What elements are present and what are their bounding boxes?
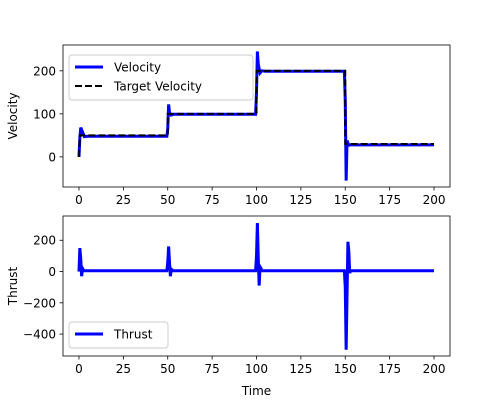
- velocity-legend-box: [68, 54, 254, 101]
- thrust-x-axis-label: Time: [241, 384, 271, 398]
- velocity-y-axis-label: Velocity: [6, 92, 20, 139]
- velocity-y-tick-label: 200: [33, 64, 56, 78]
- target-velocity-series-line: [77, 69, 435, 157]
- thrust-x-tick-label: 125: [289, 362, 312, 376]
- thrust-y-tick-label: −200: [23, 296, 56, 310]
- thrust-legend: Thrust: [68, 321, 169, 349]
- thrust-y-tick-label: 0: [48, 265, 56, 279]
- velocity-x-tick-label: 125: [289, 193, 312, 207]
- velocity-legend: Velocity Target Velocity: [68, 54, 254, 101]
- thrust-x-tick-label: 25: [116, 362, 131, 376]
- velocity-x-tick-label: 25: [116, 193, 131, 207]
- velocity-y-tick-label: 100: [33, 107, 56, 121]
- velocity-x-tick-label: 175: [378, 193, 401, 207]
- thrust-x-tick-label: 200: [423, 362, 446, 376]
- thrust-plot-area: [77, 222, 435, 350]
- velocity-legend-label: Velocity: [114, 61, 161, 75]
- thrust-legend-box: [68, 321, 169, 349]
- velocity-y-tick-label: 0: [48, 150, 56, 164]
- thrust-x-tick-label: 50: [160, 362, 175, 376]
- velocity-x-tick-label: 150: [334, 193, 357, 207]
- velocity-x-tick-label: 0: [75, 193, 83, 207]
- thrust-panel: 0 25 50 75 100 125 150 175 200 −400 −200 0 200 Thrust…: [6, 215, 451, 398]
- thrust-x-tick-label: 75: [204, 362, 219, 376]
- velocity-x-tick-label: 200: [423, 193, 446, 207]
- velocity-plot-area: [77, 51, 435, 181]
- target-velocity-legend-label: Target Velocity: [113, 80, 202, 94]
- thrust-x-tick-label: 175: [378, 362, 401, 376]
- velocity-x-tick-label: 50: [160, 193, 175, 207]
- velocity-x-tick-label: 100: [245, 193, 268, 207]
- velocity-panel: 0 25 50 75 100 125 150 175 2000100200VelocityVel…: [6, 44, 451, 207]
- thrust-legend-label: Thrust: [113, 328, 153, 342]
- velocity-x-tick-label: 75: [204, 193, 219, 207]
- thrust-y-axis-label: Thrust: [6, 266, 20, 306]
- thrust-x-tick-label: 0: [75, 362, 83, 376]
- thrust-y-tick-label: 200: [33, 234, 56, 248]
- thrust-y-tick-label: −400: [23, 328, 56, 342]
- thrust-x-tick-label: 100: [245, 362, 268, 376]
- thrust-series-line: [77, 222, 435, 350]
- thrust-x-tick-label: 150: [334, 362, 357, 376]
